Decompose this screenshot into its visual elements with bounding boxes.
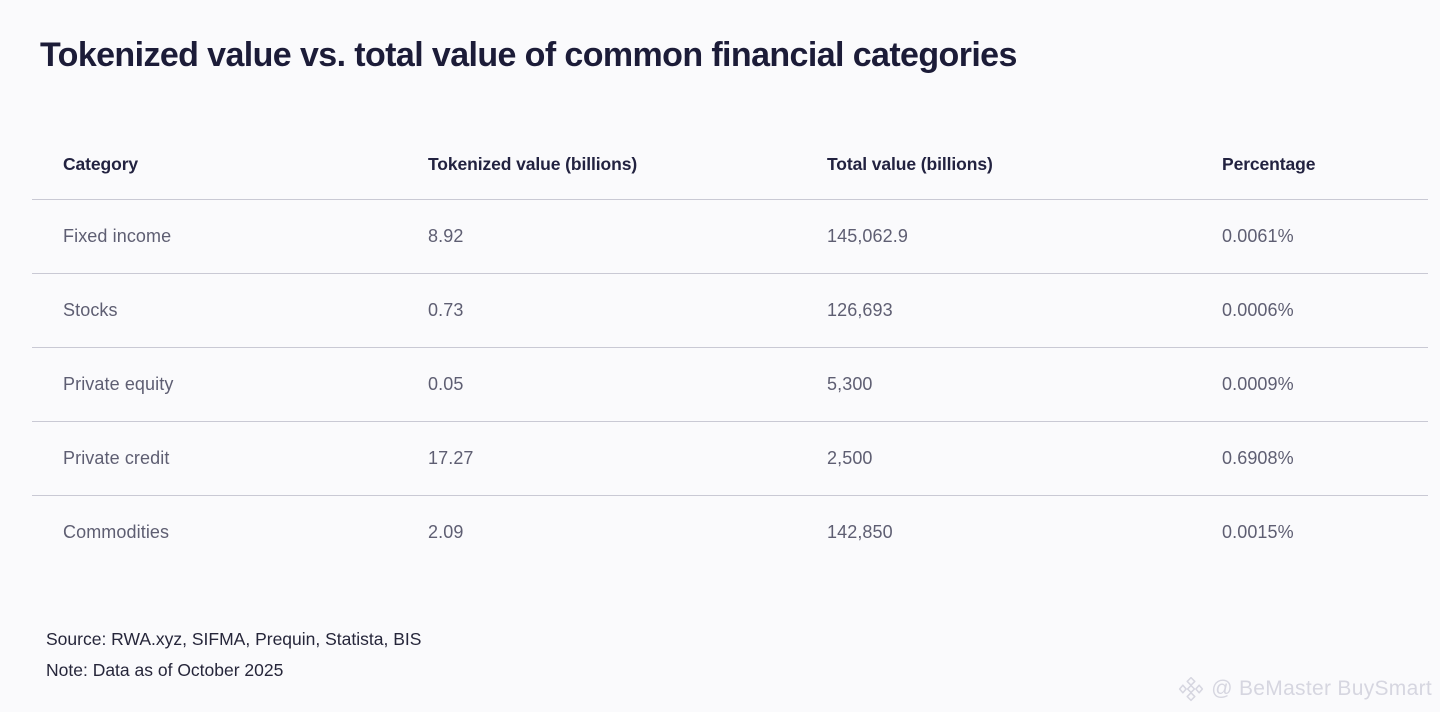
data-note: Note: Data as of October 2025 xyxy=(46,660,284,680)
table-row: Private credit 17.27 2,500 0.6908% xyxy=(32,421,1428,496)
table-cell-tokenized: 17.27 xyxy=(428,421,827,496)
table-header-row: Category Tokenized value (billions) Total … xyxy=(32,142,1428,200)
table-cell-total: 142,850 xyxy=(827,522,893,543)
financial-categories-table: Category Tokenized value (billions) Total … xyxy=(32,142,1428,570)
table-cell-tokenized: 0.73 xyxy=(428,273,827,348)
table-row: Commodities 2.09 142,850 0.0015% xyxy=(32,496,1428,570)
table-cell-percentage: 0.0006% xyxy=(1222,273,1428,348)
table-cell-tokenized: 0.05 xyxy=(428,347,827,422)
table-row: Stocks 0.73 126,693 0.0006% xyxy=(32,273,1428,348)
table-cell-percentage: 0.0061% xyxy=(1222,199,1428,274)
table-row: Private equity 0.05 5,300 0.0009% xyxy=(32,347,1428,422)
table-cell-category: Private credit xyxy=(32,421,428,496)
table-cell-tokenized: 8.92 xyxy=(428,199,827,274)
table-body: Fixed income 8.92 145,062.9 0.0061% Stocks 0.… xyxy=(32,199,1428,570)
watermark-label: @ BeMaster BuySmart xyxy=(1211,677,1432,700)
column-header-total: Total value (billions) xyxy=(827,142,1222,200)
column-header-tokenized: Tokenized value (billions) xyxy=(428,142,827,200)
table-cell-category: Fixed income xyxy=(32,199,428,274)
table-cell-category: Commodities xyxy=(63,522,170,543)
watermark: @ BeMaster BuySmart xyxy=(1178,676,1432,702)
table-cell-total: 145,062.9 xyxy=(827,199,1222,274)
column-header-category: Category xyxy=(32,142,428,200)
footer-notes: Source: RWA.xyz, SIFMA, Prequin, Statist… xyxy=(46,624,421,686)
table-cell-category: Stocks xyxy=(32,273,428,348)
table-cell-percentage: 0.6908% xyxy=(1222,421,1428,496)
table-cell-category: Private equity xyxy=(32,347,428,422)
table-cell-total: 5,300 xyxy=(827,347,1222,422)
table-header: Category Tokenized value (billions) Total … xyxy=(32,142,1428,200)
source-note: Source: RWA.xyz, SIFMA, Prequin, Statist… xyxy=(46,629,422,649)
table-cell-percentage: 0.0015% xyxy=(1222,522,1294,543)
table-cell-total: 126,693 xyxy=(827,273,1222,348)
binance-diamond-icon xyxy=(1178,676,1204,702)
table-row: Fixed income 8.92 145,062.9 0.0061% xyxy=(32,199,1428,274)
table-cell-percentage: 0.0009% xyxy=(1222,347,1428,422)
page-title: Tokenized value vs. total value of commo… xyxy=(40,36,1017,74)
table-cell-tokenized: 2.09 xyxy=(428,522,464,543)
table-cell-total: 2,500 xyxy=(827,421,1222,496)
column-header-percentage: Percentage xyxy=(1222,142,1428,200)
